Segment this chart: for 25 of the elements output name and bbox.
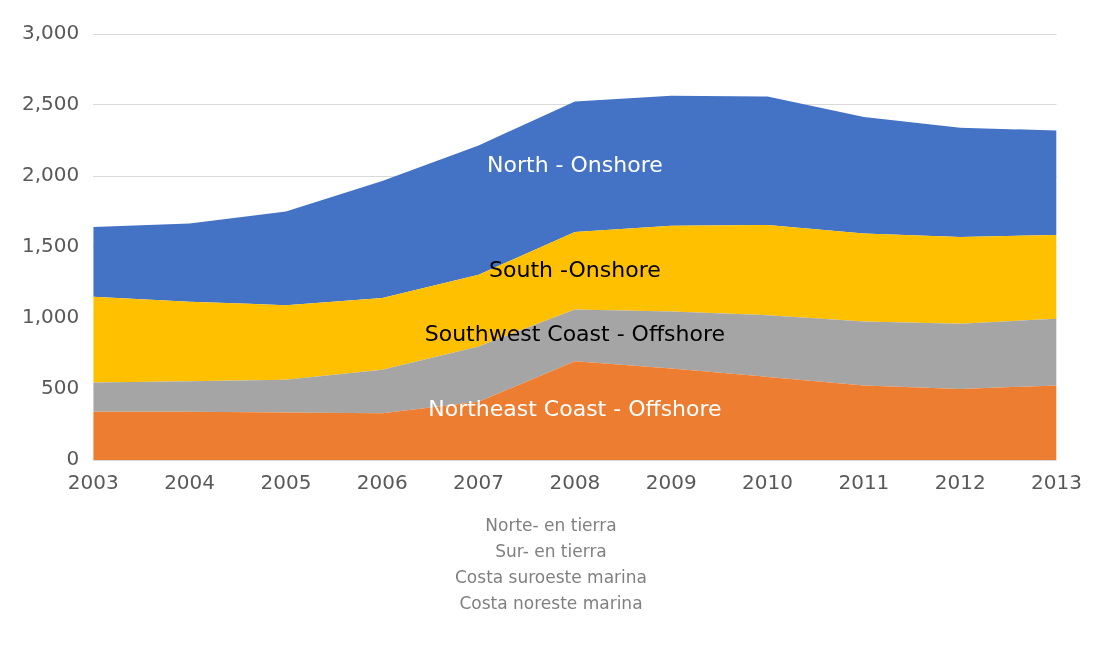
x-tick-label: 2009 [645, 470, 697, 495]
x-tick-label: 2012 [934, 470, 986, 495]
text: Costa suroeste marina [454, 566, 648, 589]
x-tick-label: 2007 [453, 470, 505, 495]
x-tick-label: 2011 [838, 470, 890, 495]
y-tick-label: 1,500 [21, 233, 80, 258]
text: Costa noreste marina [458, 592, 644, 615]
x-tick-label: 2004 [164, 470, 216, 495]
series-label: North - Onshore [487, 152, 663, 178]
text: Sur- en tierra [494, 540, 608, 563]
x-tick-label: 2010 [742, 470, 794, 495]
y-tick-label: 1,000 [21, 304, 80, 329]
series-label: South -Onshore [489, 256, 661, 282]
x-tick-label: 2006 [356, 470, 408, 495]
y-tick-label: 2,000 [21, 162, 80, 187]
y-tick-label: 0 [66, 446, 80, 471]
x-tick-label: 2008 [549, 470, 601, 495]
x-tick-label: 2003 [67, 470, 119, 495]
series-label: Northeast Coast - Offshore [428, 396, 722, 422]
y-tick-label: 2,500 [21, 91, 80, 116]
x-tick-label: 2013 [1031, 470, 1082, 495]
y-tick-label: 500 [41, 375, 80, 400]
y-tick-label: 3,000 [21, 20, 80, 45]
text: Norte- en tierra [484, 514, 618, 537]
x-tick-label: 2005 [260, 470, 312, 495]
